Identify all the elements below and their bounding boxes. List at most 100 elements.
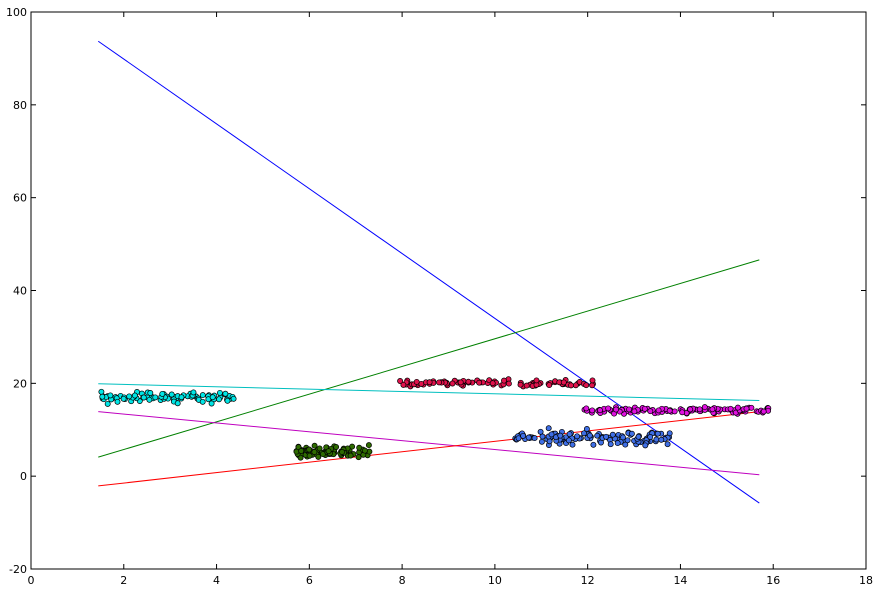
scatter-point — [641, 405, 648, 412]
y-tick-label: -20 — [9, 563, 27, 576]
scatter-point — [696, 406, 703, 413]
scatter-point — [658, 436, 665, 443]
scatter-point — [679, 409, 686, 416]
scatter-point — [594, 432, 601, 439]
scatter-point — [457, 379, 464, 386]
scatter-point — [325, 448, 332, 455]
scatter-point — [436, 379, 443, 386]
scatter-point — [583, 382, 590, 389]
scatter-point — [426, 379, 433, 386]
y-tick-label: 40 — [13, 285, 27, 298]
trend-line-2 — [98, 259, 760, 458]
scatter-point — [465, 378, 472, 385]
scatter-point — [581, 430, 587, 437]
scatter-point — [655, 407, 662, 414]
scatter-point — [709, 406, 716, 413]
scatter-point — [760, 408, 767, 415]
scatter-point — [190, 389, 197, 396]
scatter-point — [107, 392, 114, 399]
scatter-point — [566, 431, 573, 438]
scatter-point — [295, 444, 302, 451]
x-tick-label: 2 — [120, 574, 127, 587]
scatter-point — [114, 398, 121, 405]
trend-line-3 — [98, 383, 760, 402]
scatter-point — [565, 437, 572, 444]
scatter-point — [306, 446, 313, 453]
scatter-point — [199, 398, 206, 405]
y-tick-label: 60 — [13, 192, 27, 205]
y-tick-label: 0 — [20, 470, 27, 483]
scatter-point — [174, 400, 181, 407]
scatter-point — [489, 380, 496, 387]
scatter-point — [306, 452, 313, 459]
scatter-point — [603, 433, 610, 440]
scatter-point — [222, 390, 229, 397]
scatter-point — [523, 382, 530, 389]
y-tick-label: 80 — [13, 99, 27, 112]
scatter-point — [734, 404, 741, 411]
y-tick-label: 100 — [6, 6, 27, 19]
scatter-point — [152, 394, 159, 401]
x-tick-label: 14 — [673, 574, 687, 587]
scatter-point — [590, 441, 597, 448]
scatter-point — [727, 405, 734, 412]
scatter-point — [199, 392, 206, 399]
scatter-point — [653, 436, 660, 443]
scatter-point — [546, 438, 553, 445]
trend-line-1 — [97, 40, 760, 504]
scatter-point — [230, 395, 237, 402]
scatter-point — [624, 437, 631, 444]
scatter-point — [159, 390, 166, 397]
scatter-point — [620, 434, 626, 441]
scatter-point — [339, 449, 345, 455]
scatter-point — [104, 400, 111, 407]
scatter-point — [347, 452, 354, 459]
scatter-point — [597, 407, 603, 414]
trend-line-5 — [98, 411, 760, 487]
scatter-point — [589, 407, 596, 414]
scatter-point — [654, 430, 661, 437]
scatter-point — [216, 396, 222, 403]
scatter-point — [178, 394, 185, 401]
regression-lines — [97, 40, 760, 504]
scatter-point — [647, 408, 654, 415]
x-tick-label: 0 — [28, 574, 35, 587]
scatter-point — [98, 388, 105, 395]
scatter-point — [568, 382, 574, 389]
scatter-point — [607, 441, 614, 448]
scatter-point — [316, 445, 323, 452]
scatter-point — [216, 389, 223, 396]
scatter-point — [631, 408, 638, 415]
scatter-point — [574, 433, 581, 440]
scatter-point — [589, 377, 596, 384]
scatter-point — [605, 405, 612, 412]
scatter-point — [311, 449, 318, 455]
scatter-point — [583, 426, 590, 432]
scatter-point — [546, 382, 553, 389]
x-tick-label: 4 — [213, 574, 220, 587]
scatter-point — [687, 406, 694, 413]
plot-frame — [30, 11, 867, 570]
scatter-point — [515, 435, 522, 442]
scatter-point — [537, 428, 544, 435]
scatter-point — [315, 453, 322, 460]
x-tick-label: 10 — [488, 574, 502, 587]
x-tick-label: 6 — [306, 574, 313, 587]
scatter-point — [538, 438, 545, 445]
scatter-point — [449, 380, 456, 387]
scatter-point — [413, 378, 420, 385]
scatter-point — [311, 442, 318, 449]
scatter-point — [501, 377, 507, 384]
scatter-point — [548, 431, 555, 438]
scatter-point — [635, 433, 642, 440]
scatter-point — [557, 432, 564, 439]
scatter-point — [533, 377, 540, 384]
scatter-point — [545, 425, 552, 432]
scatter-point — [224, 397, 231, 404]
scatter-point — [664, 441, 671, 448]
scatter-point — [743, 405, 750, 412]
scatter-point — [701, 404, 708, 411]
scatter-point — [520, 432, 527, 439]
